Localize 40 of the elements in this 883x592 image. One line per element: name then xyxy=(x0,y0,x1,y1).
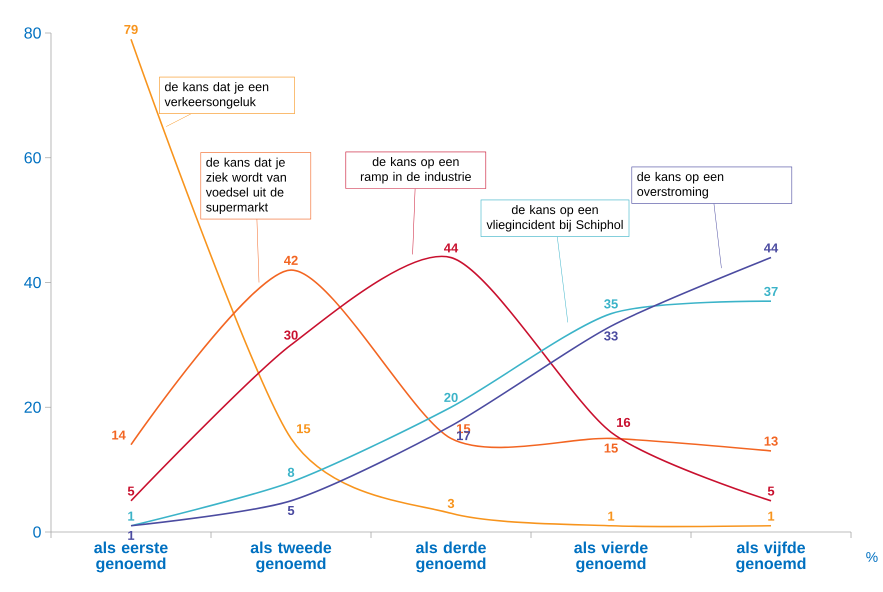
x-tick-label: als eerste genoemd xyxy=(94,542,168,572)
data-label: 35 xyxy=(604,299,618,308)
series-label: de kans dat je een verkeersongeluk xyxy=(164,82,268,109)
data-label: 14 xyxy=(112,430,126,440)
y-tick-label: 40 xyxy=(24,276,41,288)
data-label: 42 xyxy=(284,256,298,265)
text: de kans op een ramp in de industrie xyxy=(360,156,471,184)
data-label: 1 xyxy=(128,530,134,540)
x-tick-label: als tweede genoemd xyxy=(250,542,332,572)
data-label: 44 xyxy=(764,243,778,252)
data-label: 30 xyxy=(284,330,298,340)
data-label: 16 xyxy=(617,418,630,427)
data-label: 1 xyxy=(128,512,134,521)
data-label: 44 xyxy=(444,243,458,252)
x-tick-label: als vierde genoemd xyxy=(574,542,648,572)
data-label: 37 xyxy=(764,286,778,296)
data-label: 17 xyxy=(457,431,470,440)
y-tick-label: 20 xyxy=(24,402,41,413)
data-label: 33 xyxy=(604,331,618,341)
data-label: 20 xyxy=(444,392,458,402)
data-label: 5 xyxy=(128,486,134,496)
text: % xyxy=(866,552,878,562)
y-tick-label: 0 xyxy=(33,526,41,538)
data-label: 1 xyxy=(768,512,774,521)
data-label: 15 xyxy=(604,444,618,453)
text: de kans op een vliegincident bij Schiphol xyxy=(486,204,623,232)
y-tick-label: 60 xyxy=(24,152,41,164)
data-label: 79 xyxy=(124,24,138,34)
text: de kans op een overstroming xyxy=(637,172,724,198)
data-label: 13 xyxy=(764,436,778,446)
text: de kans dat je ziek wordt van voedsel uit de supermarkt xyxy=(206,158,286,214)
data-label: 3 xyxy=(448,498,454,508)
data-label: 5 xyxy=(288,506,294,516)
data-label: 1 xyxy=(608,512,614,521)
data-label: 15 xyxy=(297,424,310,434)
x-tick-label: als derde genoemd xyxy=(416,542,486,572)
x-tick-label: als vijfde genoemd xyxy=(736,542,806,572)
data-label: 5 xyxy=(768,486,774,496)
y-tick-label: 80 xyxy=(24,27,41,39)
data-label: 8 xyxy=(288,468,294,477)
